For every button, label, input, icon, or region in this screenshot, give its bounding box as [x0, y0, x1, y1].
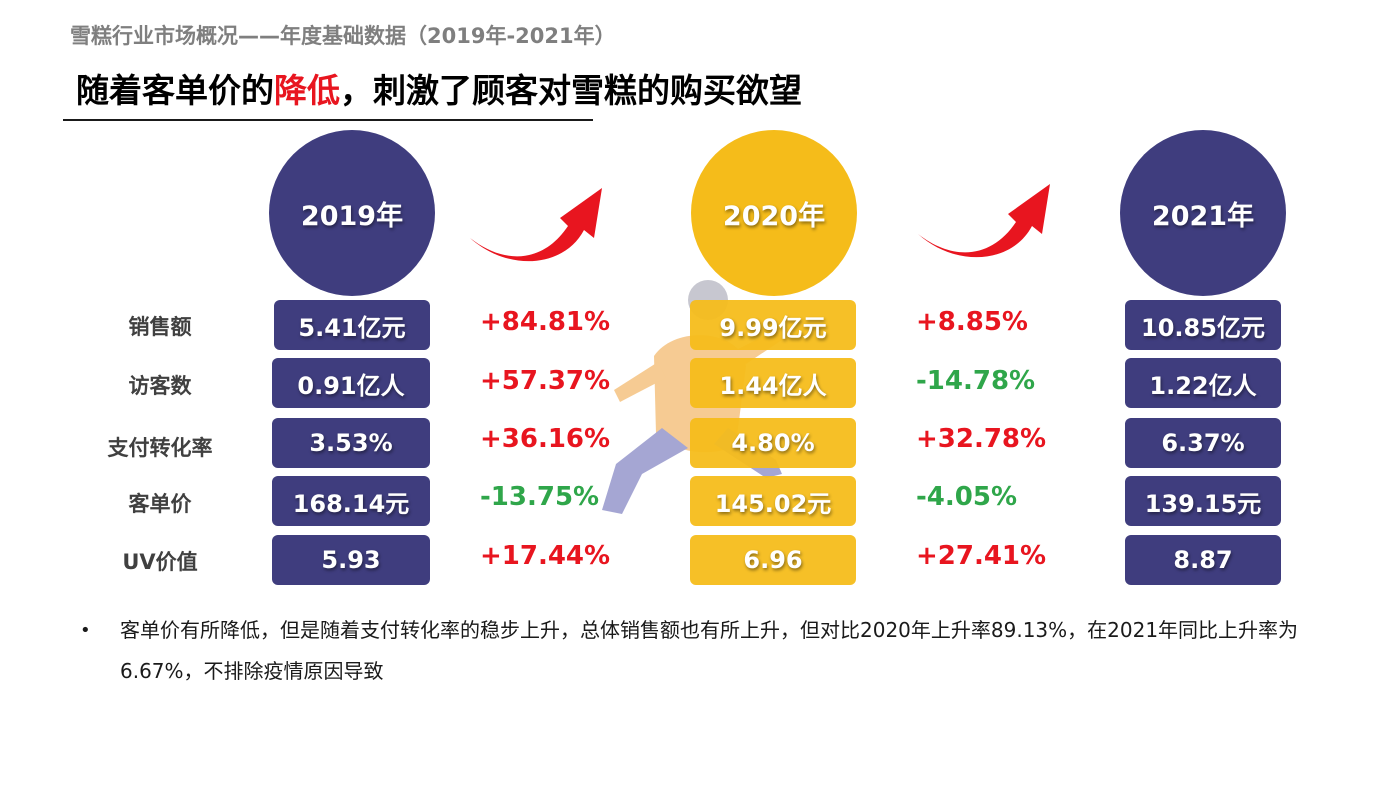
- change-2020-2021-uv-value: +27.41%: [916, 541, 1047, 571]
- value-2020-sales: 9.99亿元: [690, 300, 856, 350]
- change-2019-2020-sales: +84.81%: [480, 307, 611, 337]
- value-2019-sales: 5.41亿元: [274, 300, 430, 350]
- value-2019-avg-order-value: 168.14元: [272, 476, 430, 526]
- slide-subtitle: 雪糕行业市场概况——年度基础数据（2019年-2021年）: [70, 24, 616, 48]
- value-2020-visitors: 1.44亿人: [690, 358, 856, 408]
- change-2019-2020-visitors: +57.37%: [480, 366, 611, 396]
- change-2020-2021-sales: +8.85%: [916, 307, 1028, 337]
- value-2019-visitors: 0.91亿人: [272, 358, 430, 408]
- headline-text-after: ，刺激了顾客对雪糕的购买欲望: [340, 71, 802, 110]
- change-2019-2020-conversion-rate: +36.16%: [480, 424, 611, 454]
- value-2020-avg-order-value: 145.02元: [690, 476, 856, 526]
- metric-label-avg-order-value: 客单价: [128, 492, 192, 516]
- change-2019-2020-uv-value: +17.44%: [480, 541, 611, 571]
- value-2019-conversion-rate: 3.53%: [272, 418, 430, 468]
- metric-label-uv-value: UV价值: [122, 550, 198, 574]
- metric-label-visitors: 访客数: [128, 374, 192, 398]
- change-2019-2020-avg-order-value: -13.75%: [480, 482, 600, 512]
- year-circle-2019: 2019年: [269, 130, 435, 296]
- headline-highlight: 降低: [274, 71, 340, 110]
- headline-underline: [63, 119, 593, 121]
- year-circle-2021: 2021年: [1120, 130, 1286, 296]
- metric-label-sales: 销售额: [128, 315, 192, 339]
- value-2019-uv-value: 5.93: [272, 535, 430, 585]
- value-2020-uv-value: 6.96: [690, 535, 856, 585]
- value-2021-visitors: 1.22亿人: [1125, 358, 1281, 408]
- change-2020-2021-avg-order-value: -4.05%: [916, 482, 1017, 512]
- change-2020-2021-conversion-rate: +32.78%: [916, 424, 1047, 454]
- bullet-point: •: [80, 620, 91, 641]
- growth-arrow-icon: [918, 184, 1050, 258]
- metric-label-conversion-rate: 支付转化率: [107, 436, 213, 460]
- value-2021-conversion-rate: 6.37%: [1125, 418, 1281, 468]
- headline-text-before: 随着客单价的: [76, 71, 274, 110]
- summary-note-text: 客单价有所降低，但是随着支付转化率的稳步上升，总体销售额也有所上升，但对比202…: [120, 618, 1299, 683]
- value-2021-uv-value: 8.87: [1125, 535, 1281, 585]
- year-circle-2020: 2020年: [691, 130, 857, 296]
- value-2020-conversion-rate: 4.80%: [690, 418, 856, 468]
- growth-arrow-icon: [470, 188, 602, 262]
- value-2021-sales: 10.85亿元: [1125, 300, 1281, 350]
- value-2021-avg-order-value: 139.15元: [1125, 476, 1281, 526]
- change-2020-2021-visitors: -14.78%: [916, 366, 1036, 396]
- summary-note: • 客单价有所降低，但是随着支付转化率的稳步上升，总体销售额也有所上升，但对比2…: [80, 610, 1320, 692]
- slide-headline: 随着客单价的降低，刺激了顾客对雪糕的购买欲望: [76, 64, 802, 112]
